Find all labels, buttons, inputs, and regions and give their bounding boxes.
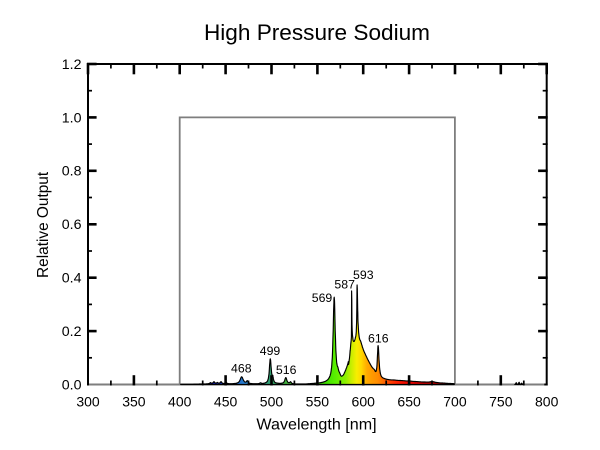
svg-text:550: 550 [306, 393, 330, 409]
svg-text:0.2: 0.2 [62, 324, 82, 340]
svg-text:0.8: 0.8 [62, 164, 82, 180]
svg-text:499: 499 [260, 344, 281, 358]
svg-text:569: 569 [312, 291, 333, 305]
svg-text:650: 650 [397, 393, 421, 409]
svg-text:0.6: 0.6 [62, 217, 82, 233]
svg-text:500: 500 [260, 393, 284, 409]
svg-text:750: 750 [489, 393, 513, 409]
svg-text:400: 400 [168, 393, 192, 409]
svg-text:616: 616 [368, 331, 389, 345]
svg-text:600: 600 [352, 393, 376, 409]
svg-text:700: 700 [443, 393, 467, 409]
svg-text:0.4: 0.4 [62, 271, 82, 287]
svg-text:High Pressure Sodium: High Pressure Sodium [204, 20, 430, 45]
svg-text:350: 350 [122, 393, 146, 409]
svg-text:450: 450 [214, 393, 238, 409]
svg-text:0.0: 0.0 [62, 377, 82, 393]
svg-text:Relative Output: Relative Output [35, 171, 52, 278]
svg-text:1.0: 1.0 [62, 110, 82, 126]
svg-text:800: 800 [535, 393, 559, 409]
svg-text:468: 468 [231, 362, 252, 376]
svg-text:587: 587 [334, 278, 355, 292]
svg-text:Wavelength [nm]: Wavelength [nm] [256, 416, 376, 434]
svg-text:516: 516 [276, 363, 297, 377]
svg-text:593: 593 [353, 268, 374, 282]
svg-text:300: 300 [76, 393, 100, 409]
svg-text:1.2: 1.2 [62, 57, 82, 73]
